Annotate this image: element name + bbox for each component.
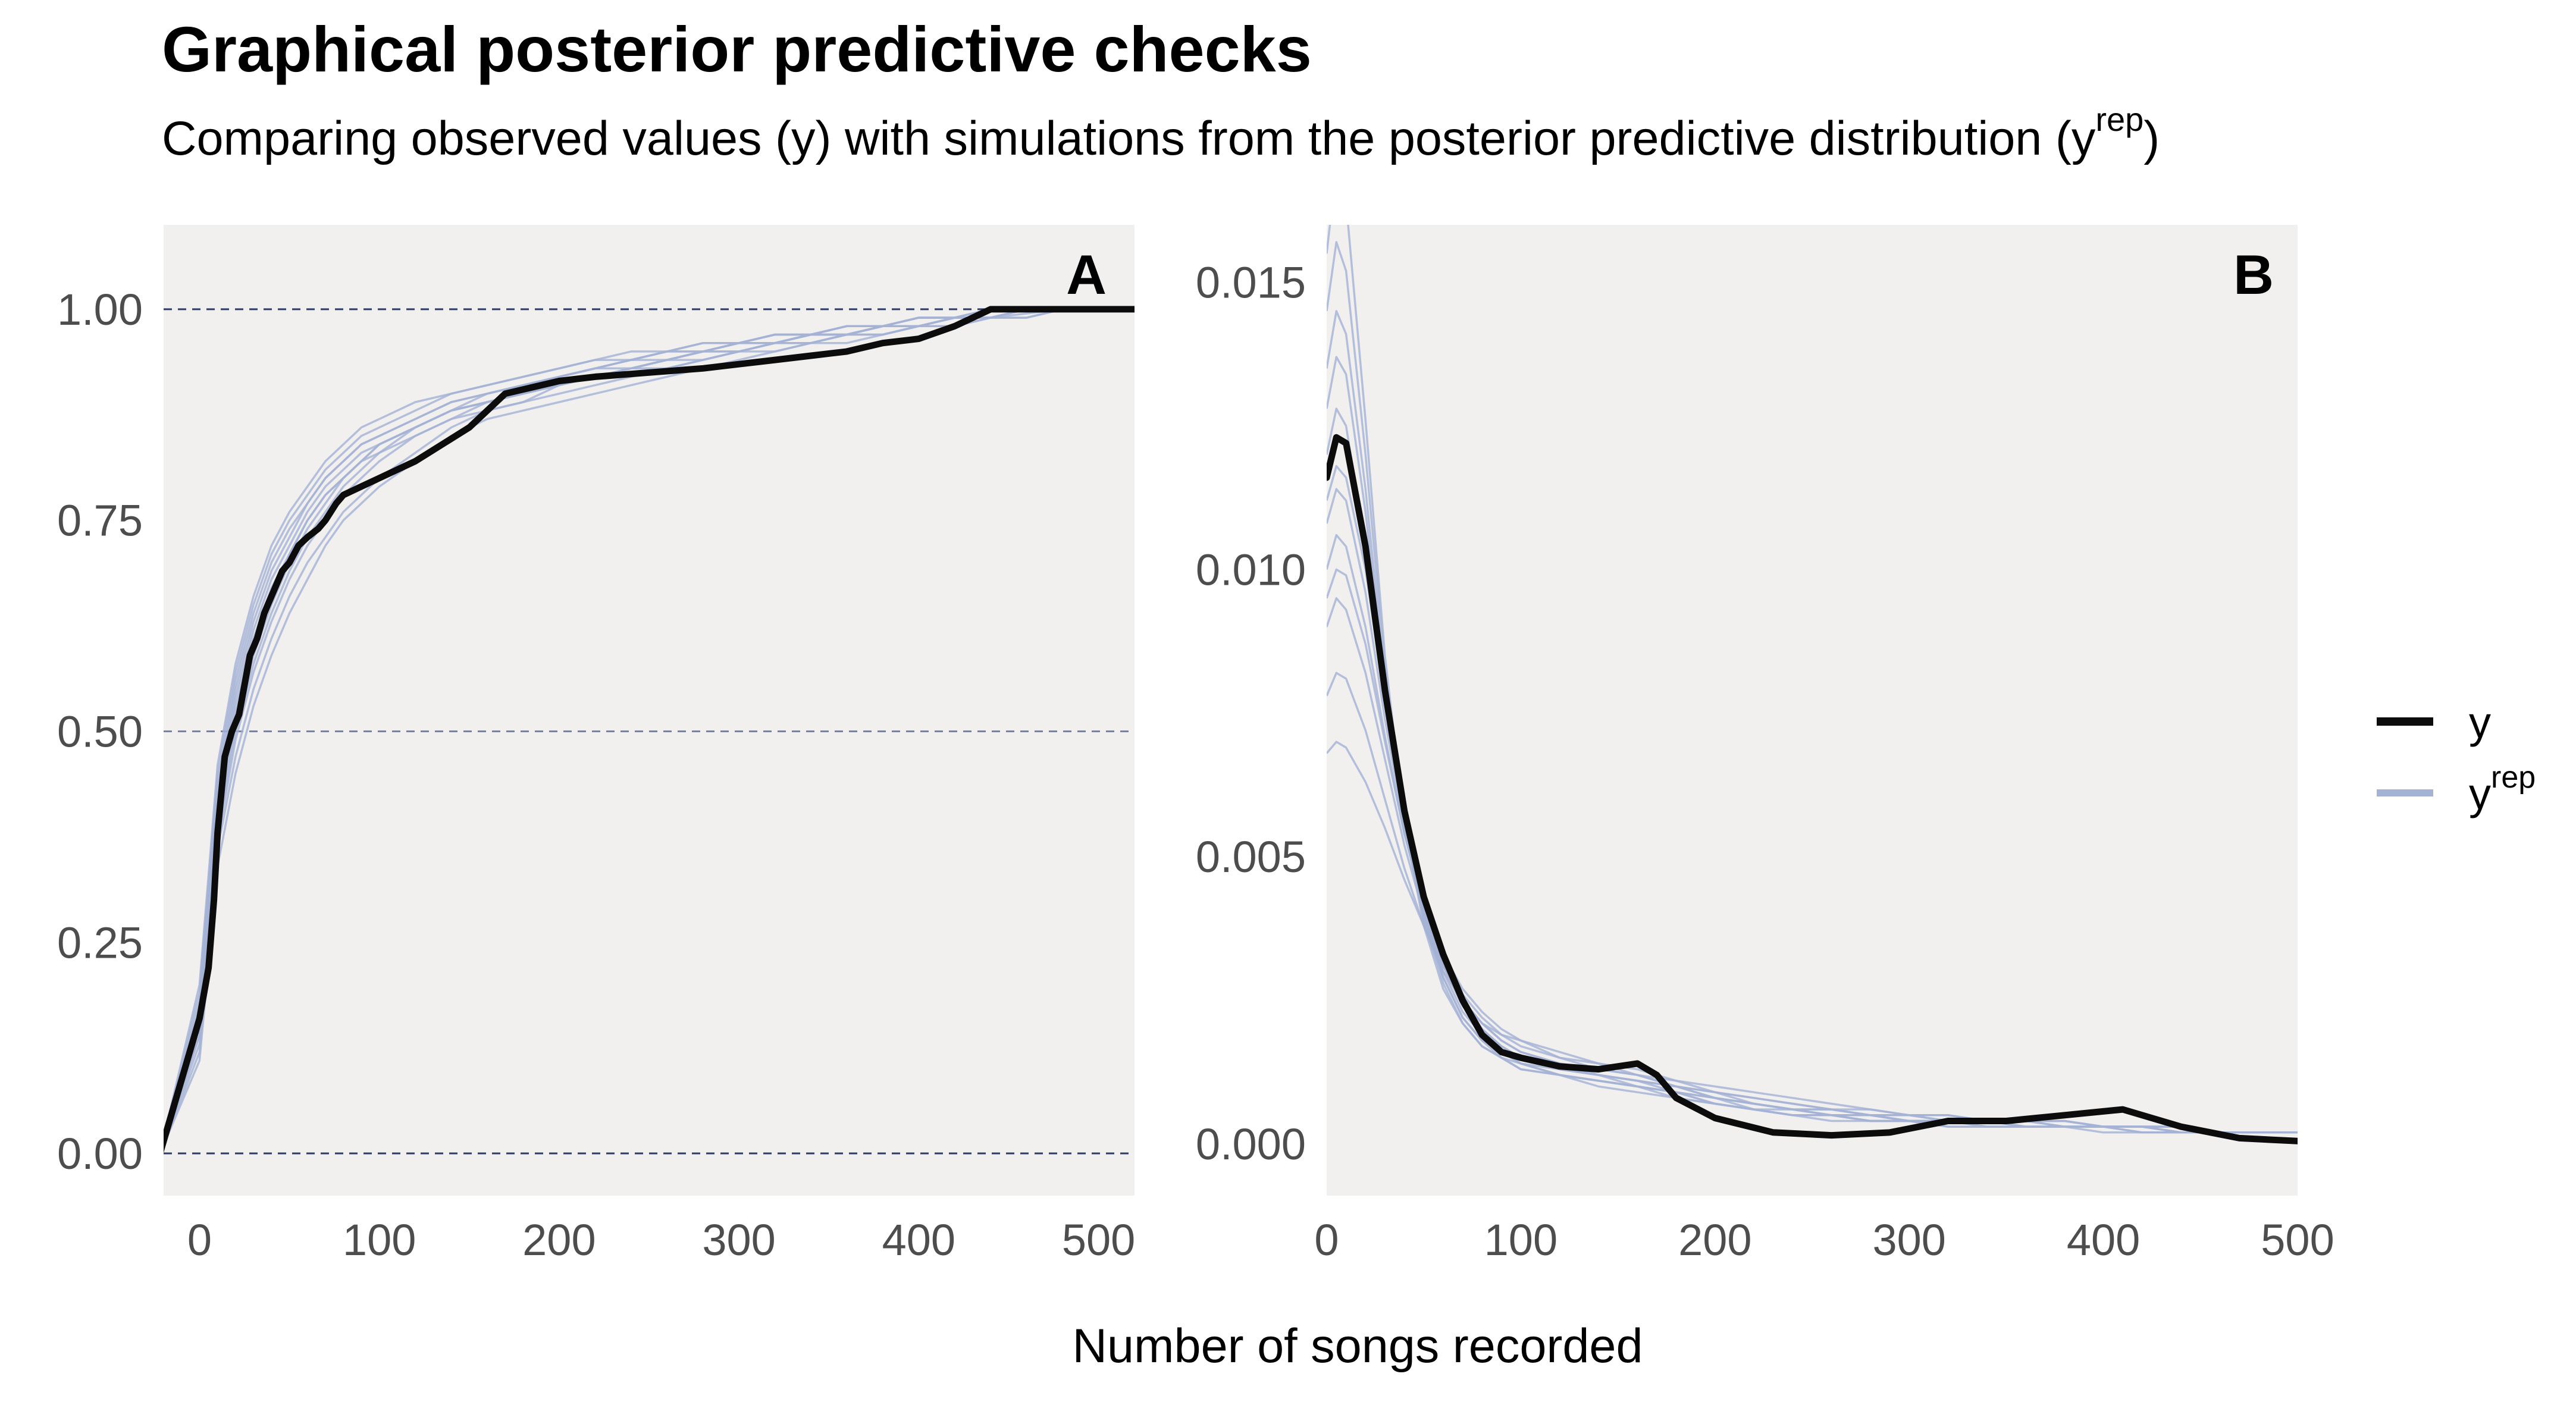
x-tick-label: 400 xyxy=(2067,1215,2140,1265)
panel-a-ecdf: A 0 100 200 300 400 500 0.00 0.25 0.50 0.75 1.00 xyxy=(57,225,1135,1265)
x-tick-label: 0 xyxy=(1314,1215,1339,1265)
panel-a-label: A xyxy=(1066,243,1107,306)
yrep-line-11 xyxy=(1327,568,2298,1134)
y-line xyxy=(164,306,1135,1153)
panel-a-y-axis: 0.00 0.25 0.50 0.75 1.00 xyxy=(57,285,143,1178)
x-tick-label: 100 xyxy=(1484,1215,1557,1265)
y-tick-label: 0.75 xyxy=(57,496,143,545)
y-tick-label: 0.50 xyxy=(57,707,143,756)
y-tick-label: 0.010 xyxy=(1196,545,1306,594)
panel-b-y-axis: 0.000 0.005 0.010 0.015 xyxy=(1196,258,1306,1169)
x-tick-label: 0 xyxy=(187,1215,212,1265)
subtitle-superscript: rep xyxy=(2095,101,2143,138)
x-tick-label: 300 xyxy=(1872,1215,1945,1265)
panel-a-y-line xyxy=(164,306,1135,1153)
legend-y-text: y xyxy=(2469,698,2491,747)
panel-b-x-axis: 0 100 200 300 400 500 xyxy=(1314,1215,2334,1265)
chart-subtitle: Comparing observed values (y) with simul… xyxy=(162,101,2160,165)
x-tick-label: 500 xyxy=(1062,1215,1135,1265)
x-tick-label: 500 xyxy=(2261,1215,2334,1265)
yrep-line-10 xyxy=(164,308,1099,1146)
y-tick-label: 0.00 xyxy=(57,1129,143,1178)
legend-yrep-label: yrep xyxy=(2469,760,2536,818)
y-tick-label: 0.015 xyxy=(1196,258,1306,308)
subtitle-main: Comparing observed values (y) with simul… xyxy=(162,112,2096,165)
x-axis-title: Number of songs recorded xyxy=(1073,1319,1643,1373)
legend-yrep-text: y xyxy=(2469,769,2491,818)
legend-y-label: y xyxy=(2469,698,2491,747)
panel-a-reference-lines xyxy=(164,308,1135,1155)
subtitle-end: ) xyxy=(2143,112,2160,165)
panel-b-density: B 0 100 200 300 400 500 0.000 0.005 0.010 0.015 xyxy=(1196,225,2334,1265)
yrep-line-6 xyxy=(164,308,1099,1148)
panel-a-background xyxy=(164,225,1135,1196)
panel-a-x-axis: 0 100 200 300 400 500 xyxy=(187,1215,1135,1265)
panel-b-label: B xyxy=(2233,243,2274,306)
x-tick-label: 200 xyxy=(1678,1215,1751,1265)
x-tick-label: 300 xyxy=(702,1215,775,1265)
y-tick-label: 1.00 xyxy=(57,285,143,334)
legend-yrep-superscript: rep xyxy=(2491,760,2536,795)
x-tick-label: 200 xyxy=(522,1215,596,1265)
panel-b-y-line xyxy=(1327,434,2298,1144)
y-tick-label: 0.25 xyxy=(57,918,143,967)
panel-b-background xyxy=(1327,225,2298,1196)
y-tick-label: 0.000 xyxy=(1196,1119,1306,1169)
y-line xyxy=(1327,434,2298,1144)
legend: y yrep xyxy=(2377,698,2536,818)
x-tick-label: 100 xyxy=(343,1215,416,1265)
x-tick-label: 400 xyxy=(882,1215,955,1265)
y-tick-label: 0.005 xyxy=(1196,832,1306,882)
chart-title: Graphical posterior predictive checks xyxy=(162,13,1312,85)
